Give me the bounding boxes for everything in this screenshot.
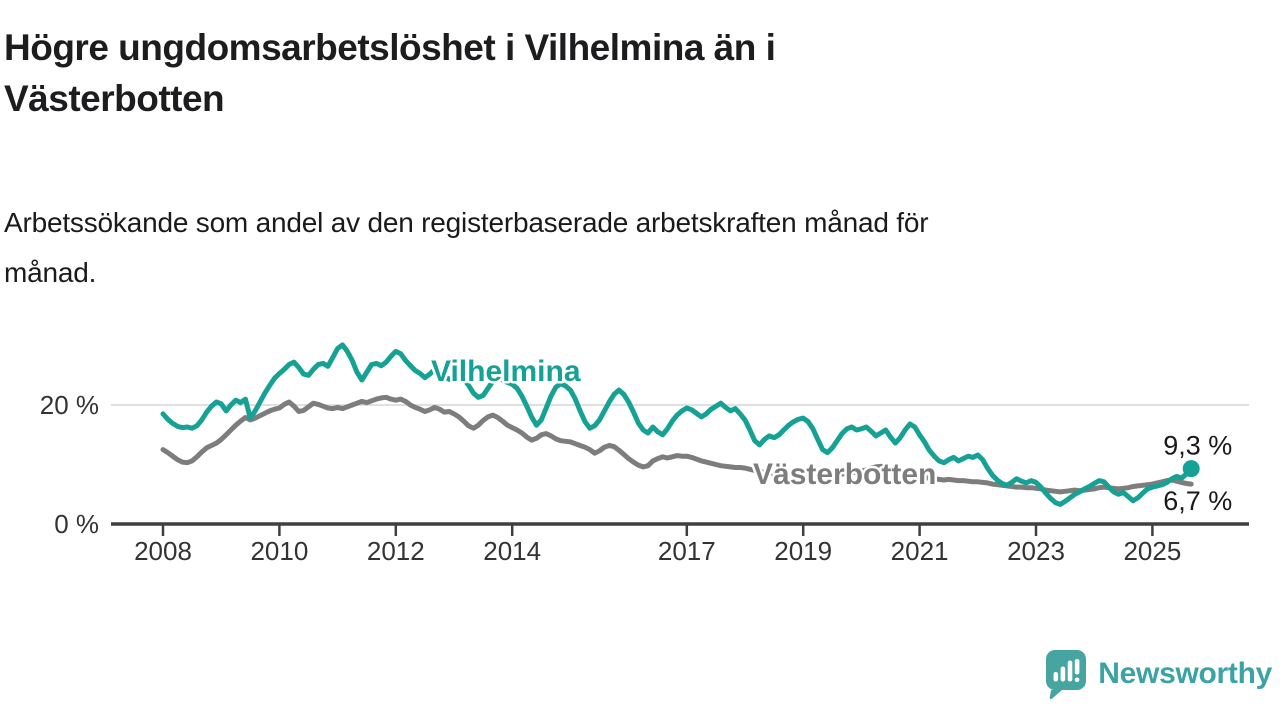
series-label-vilhelmina: Vilhelmina [431,355,581,388]
logo-bar-3 [1067,660,1073,682]
x-tick-label-2008: 2008 [134,536,192,566]
chart-title-line-2: Västerbotten [4,78,225,119]
x-tick-label-2014: 2014 [483,536,541,566]
x-tick-label-2017: 2017 [658,536,716,566]
newsworthy-logo-icon [1046,650,1087,700]
series-label-vasterbotten: Västerbotten [753,458,936,491]
newsworthy-brand-name: Newsworthy [1098,657,1272,690]
x-tick-label-2025: 2025 [1123,536,1181,566]
end-label-vilhelmina: 9,3 % [1163,431,1232,461]
chart-subtitle: Arbetssökande som andel av den registerb… [4,198,929,298]
end-dot-vilhelmina [1182,460,1200,478]
x-tick-label-2010: 2010 [250,536,308,566]
x-tick-label-2021: 2021 [891,536,949,566]
chart-subtitle-line-1: Arbetssökande som andel av den registerb… [4,207,929,238]
logo-bar-2 [1060,666,1066,682]
x-tick-label-2023: 2023 [1007,536,1065,566]
logo-exclamation-bar [1075,659,1080,675]
logo-speech-bubble-shape [1046,650,1087,700]
series-line-vasterbotten [160,394,1194,495]
logo-exclamation-dot [1075,677,1080,683]
y-tick-label-0: 0 % [54,509,99,539]
chart-title-line-1: Högre ungdomsarbetslöshet i Vilhelmina ä… [4,27,776,68]
chart-title: Högre ungdomsarbetslöshet i Vilhelmina ä… [4,22,776,124]
y-tick-label-20: 20 % [40,390,99,420]
series-line-vilhelmina [160,342,1194,507]
newsworthy-branding: Newsworthy [1042,648,1272,700]
end-label-vasterbotten: 6,7 % [1163,486,1232,516]
x-tick-label-2012: 2012 [367,536,425,566]
x-tick-label-2019: 2019 [774,536,832,566]
chart-subtitle-line-2: månad. [4,257,97,288]
logo-bar-1 [1053,672,1059,682]
